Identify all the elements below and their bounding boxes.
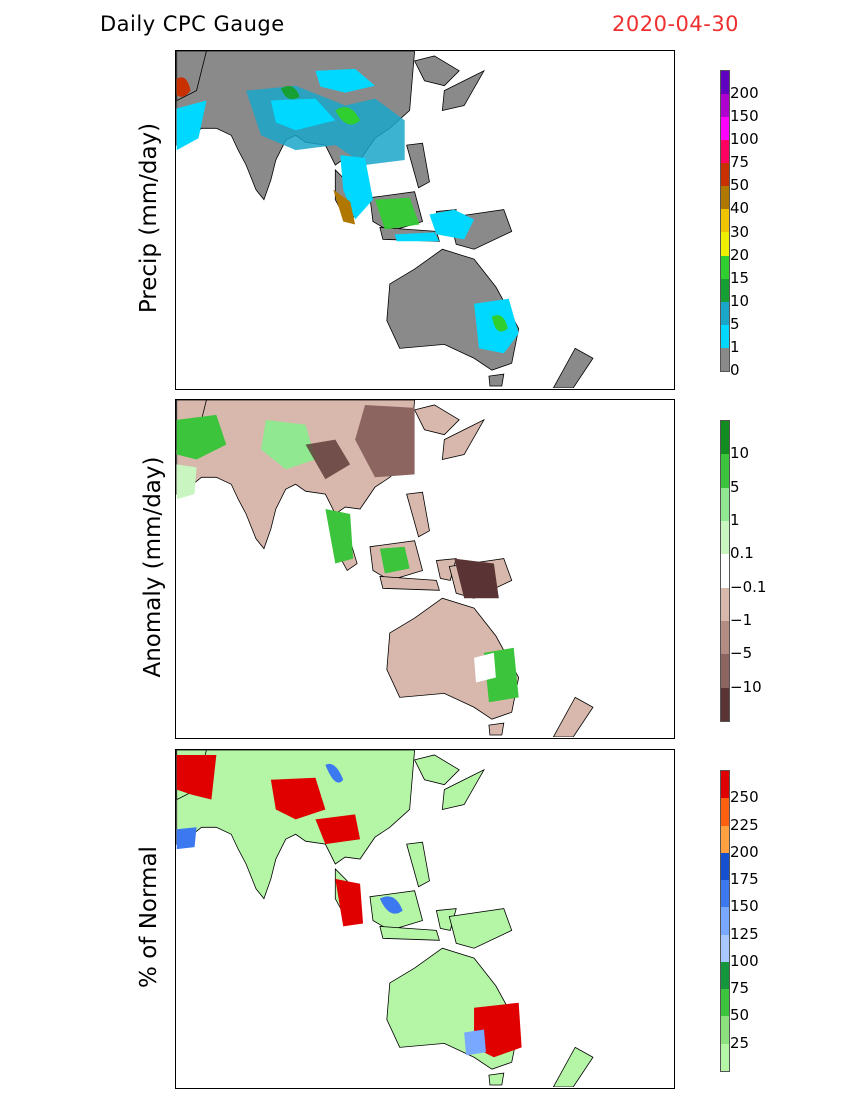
colorbar-tick-label: 0 xyxy=(730,361,740,379)
colorbar-tick-label: 5 xyxy=(730,477,740,496)
colorbar-tick-label: 15 xyxy=(730,268,750,287)
colorbar-tick-label: 125 xyxy=(730,924,759,943)
percent-normal-colorbar xyxy=(720,770,730,1072)
panel-1-ylabel: Precip (mm/day) xyxy=(136,122,162,314)
colorbar-tick-label: 250 xyxy=(730,788,759,807)
anomaly-map-canvas xyxy=(176,400,594,737)
colorbar-tick-label: 10 xyxy=(730,444,750,463)
colorbar-tick-label: 1 xyxy=(730,511,740,529)
colorbar-tick-label: 1 xyxy=(730,337,740,356)
colorbar-tick-label: 30 xyxy=(730,222,750,241)
panel-3-ylabel: % of Normal xyxy=(136,846,162,988)
colorbar-tick-label: 75 xyxy=(730,979,750,998)
precip-map-canvas xyxy=(176,51,594,388)
percent-normal-map xyxy=(175,749,675,1089)
precip-colorbar xyxy=(720,70,730,372)
colorbar-tick-label: −10 xyxy=(730,677,762,696)
colorbar-tick-label: 50 xyxy=(730,176,750,195)
anomaly-colorbar xyxy=(720,420,730,722)
colorbar-tick-label: 25 xyxy=(730,1033,750,1052)
percent-features xyxy=(176,754,522,1058)
panel-2-ylabel: Anomaly (mm/day) xyxy=(140,456,166,678)
colorbar-tick-label: −5 xyxy=(730,644,753,663)
colorbar-tick-label: 40 xyxy=(730,199,750,218)
colorbar-tick-label: 75 xyxy=(730,153,750,172)
colorbar-tick-label: 20 xyxy=(730,245,750,264)
colorbar-tick-label: 100 xyxy=(730,951,759,970)
colorbar-tick-label: 200 xyxy=(730,84,759,103)
colorbar-tick-label: −0.1 xyxy=(730,577,767,596)
map-title: Daily CPC Gauge xyxy=(100,12,285,36)
colorbar-tick-label: −1 xyxy=(730,611,753,629)
date-label: 2020-04-30 xyxy=(612,12,740,36)
precip-features xyxy=(176,68,519,354)
colorbar-tick-label: 100 xyxy=(730,130,759,149)
colorbar-tick-label: 225 xyxy=(730,815,759,834)
colorbar-tick-label: 5 xyxy=(730,314,740,333)
colorbar-tick-label: 150 xyxy=(730,107,759,126)
land-masses xyxy=(176,750,594,1087)
anomaly-map xyxy=(175,399,675,739)
colorbar-tick-label: 200 xyxy=(730,842,759,861)
anomaly-features xyxy=(176,404,519,703)
colorbar-tick-label: 175 xyxy=(730,870,759,889)
precip-map xyxy=(175,50,675,390)
colorbar-tick-label: 0.1 xyxy=(730,544,754,563)
colorbar-tick-label: 50 xyxy=(730,1006,750,1025)
colorbar-tick-label: 10 xyxy=(730,291,750,310)
colorbar-tick-label: 150 xyxy=(730,897,759,916)
percent-normal-map-canvas xyxy=(176,750,594,1087)
